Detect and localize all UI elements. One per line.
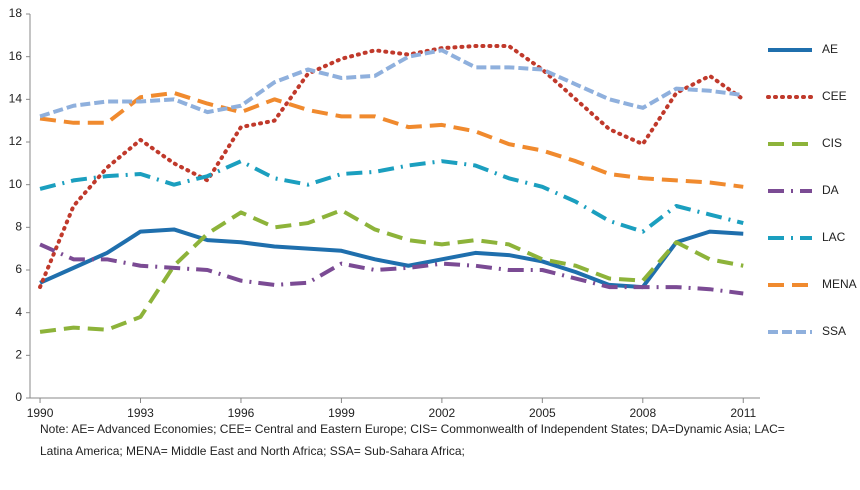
y-tick-label: 4 [15, 305, 22, 319]
legend-label: SSA [822, 324, 846, 338]
series-line [39, 48, 744, 119]
series-line [39, 90, 744, 189]
legend-label: CIS [822, 136, 842, 150]
y-tick-label: 18 [9, 6, 23, 20]
y-tick-label: 16 [9, 49, 23, 63]
legend-label: MENA [822, 277, 857, 291]
legend-label: DA [822, 183, 839, 197]
y-tick-label: 10 [9, 177, 23, 191]
x-tick-label: 1999 [328, 406, 355, 420]
x-tick-label: 2011 [730, 406, 756, 420]
y-tick-label: 2 [15, 348, 22, 362]
series-line [39, 159, 744, 234]
series-line [39, 242, 744, 296]
legend-label: CEE [822, 89, 847, 103]
y-tick-label: 8 [15, 220, 22, 234]
x-tick-label: 1993 [127, 406, 154, 420]
x-tick-label: 2005 [529, 406, 556, 420]
y-tick-label: 6 [15, 262, 22, 276]
series-line [39, 208, 744, 334]
x-tick-label: 2008 [629, 406, 656, 420]
series-line [38, 44, 746, 290]
legend-label: AE [822, 42, 838, 56]
note: Note: AE= Advanced Economies; CEE= Centr… [40, 422, 785, 436]
y-tick-label: 0 [15, 390, 22, 404]
legend-label: LAC [822, 230, 846, 244]
y-tick-label: 14 [9, 92, 23, 106]
note: Latina America; MENA= Middle East and No… [40, 444, 465, 458]
series-line [39, 227, 744, 290]
x-tick-label: 1990 [27, 406, 54, 420]
x-tick-label: 1996 [228, 406, 255, 420]
x-tick-label: 2002 [429, 406, 456, 420]
y-tick-label: 12 [9, 134, 23, 148]
